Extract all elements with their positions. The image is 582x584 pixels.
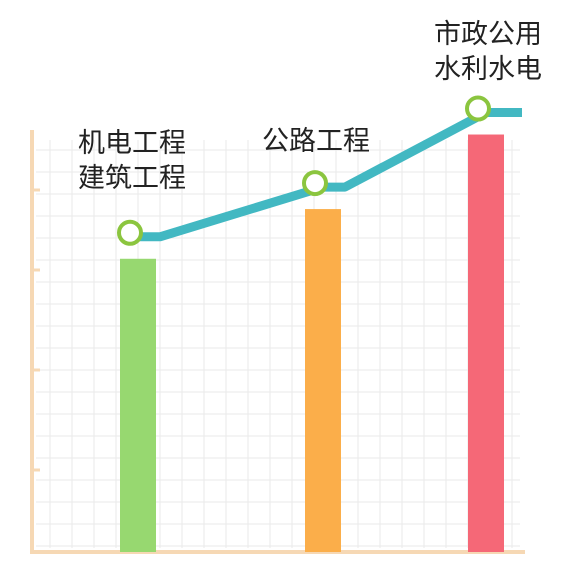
category-label-3-line-2: 水利水电 [434,54,542,85]
category-label-3: 市政公用 水利水电 [434,17,542,87]
category-label-3-line-1: 市政公用 [434,19,542,50]
bar-1 [120,258,156,552]
marker-1 [117,219,143,246]
category-label-1-line-1: 机电工程 [78,128,186,159]
bars [120,134,504,552]
category-label-1: 机电工程 建筑工程 [78,126,186,196]
category-label-2: 公路工程 [262,124,370,159]
marker-3 [465,95,491,122]
marker-2 [302,170,328,197]
y-ticks [32,188,40,472]
trend-markers [117,95,491,246]
bar-3 [468,134,504,552]
category-label-1-line-2: 建筑工程 [78,163,186,194]
trend-line [138,108,522,242]
bar-2 [305,209,341,552]
category-label-2-line-1: 公路工程 [262,126,370,157]
